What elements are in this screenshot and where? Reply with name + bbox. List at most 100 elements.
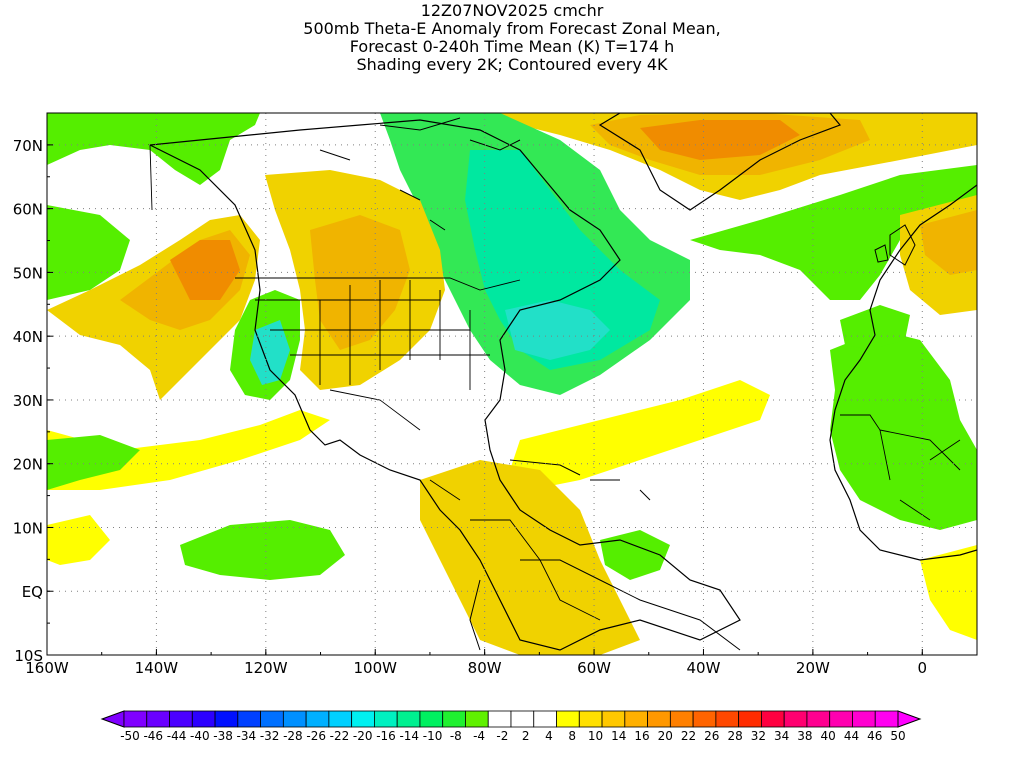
shade-deep-orange-greenland bbox=[640, 120, 800, 160]
colorbar-swatch bbox=[328, 710, 353, 728]
shaded-anomalies bbox=[47, 113, 977, 655]
colorbar-label: -26 bbox=[306, 729, 326, 743]
colorbar-swatch bbox=[396, 710, 421, 728]
colorbar-swatch bbox=[305, 710, 330, 728]
shade-green-arctic-west bbox=[47, 113, 260, 185]
colorbar-label: 26 bbox=[704, 729, 719, 743]
colorbar-label: -10 bbox=[423, 729, 443, 743]
x-tick-label: 0 bbox=[918, 659, 928, 677]
y-tick-label: 60N bbox=[13, 201, 43, 219]
colorbar-swatch bbox=[647, 710, 671, 728]
y-tick-label: 20N bbox=[13, 456, 43, 474]
shade-green-west-africa bbox=[830, 330, 977, 530]
x-tick-label: 60W bbox=[577, 659, 611, 677]
colorbar-swatch bbox=[351, 710, 375, 728]
colorbar-label: -40 bbox=[190, 729, 210, 743]
colorbar-label: 50 bbox=[890, 729, 905, 743]
colorbar-swatch bbox=[556, 710, 580, 728]
map-gridlines bbox=[47, 113, 977, 655]
colorbar-label: -4 bbox=[473, 729, 485, 743]
colorbar-swatch bbox=[738, 710, 762, 728]
shade-yellow-equatorial-pacific bbox=[47, 515, 110, 565]
colorbar-swatch bbox=[191, 710, 216, 728]
colorbar-swatch bbox=[374, 710, 398, 728]
colorbar-swatch bbox=[442, 710, 466, 728]
alaska-border bbox=[149, 144, 153, 211]
british-isles bbox=[874, 224, 916, 266]
colorbar-under-arrow bbox=[100, 710, 125, 728]
colorbar-swatch bbox=[624, 710, 648, 728]
colorbar-label: -22 bbox=[330, 729, 350, 743]
colorbar-swatch bbox=[715, 710, 740, 728]
colorbar-label: 8 bbox=[568, 729, 576, 743]
y-axis: 70N 60N 50N 40N 30N 20N 10N EQ 10S bbox=[13, 112, 53, 665]
colorbar-swatch bbox=[874, 710, 899, 728]
x-tick-label: 80W bbox=[468, 659, 502, 677]
coast-africa-europe bbox=[829, 184, 977, 561]
colorbar-label: 16 bbox=[634, 729, 649, 743]
colorbar-label: -44 bbox=[167, 729, 187, 743]
shade-yellow-tropical-america bbox=[420, 460, 640, 655]
y-tick-label: 70N bbox=[13, 137, 43, 155]
colorbar-label: -28 bbox=[283, 729, 303, 743]
shade-green-iberia bbox=[840, 305, 910, 350]
south-america-coast bbox=[469, 559, 741, 651]
colorbar-swatch bbox=[465, 710, 489, 728]
y-tick-label: 10N bbox=[13, 519, 43, 537]
title-forecast: Forecast 0-240h Time Mean (K) T=174 h bbox=[349, 37, 675, 56]
shade-orange-europe bbox=[920, 210, 977, 275]
shade-green-central-pacific bbox=[180, 520, 345, 580]
x-tick-label: 160W bbox=[25, 659, 69, 677]
x-tick-label: 20W bbox=[796, 659, 830, 677]
map-frame bbox=[46, 112, 978, 656]
colorbar-swatch bbox=[533, 710, 557, 728]
y-tick-label: 40N bbox=[13, 328, 43, 346]
colorbar-swatch bbox=[761, 710, 785, 728]
colorbar-label: -2 bbox=[496, 729, 508, 743]
colorbar-label: -34 bbox=[237, 729, 257, 743]
colorbar-label: -20 bbox=[353, 729, 373, 743]
colorbar-label: 14 bbox=[611, 729, 626, 743]
shade-green-pacific-tropics bbox=[47, 435, 140, 490]
africa-borders bbox=[840, 414, 961, 521]
colorbar-swatch bbox=[669, 710, 694, 728]
colorbar-swatch bbox=[852, 710, 876, 728]
colorbar-label: 32 bbox=[751, 729, 766, 743]
colorbar-swatch bbox=[578, 710, 603, 728]
title-date-model: 12Z07NOV2025 cmchr bbox=[420, 1, 604, 20]
colorbar-label: 40 bbox=[821, 729, 836, 743]
colorbar-swatch bbox=[282, 710, 307, 728]
colorbar: -50 -46 -44 -40 -38 -34 -32 -28 -26 -22 -20 -16 -14-… bbox=[100, 710, 922, 743]
colorbar-label: -8 bbox=[450, 729, 462, 743]
shade-cyan-atlantic bbox=[505, 300, 610, 360]
arctic-islands bbox=[319, 117, 521, 231]
colorbar-swatch bbox=[487, 710, 512, 728]
colorbar-label: -16 bbox=[376, 729, 396, 743]
y-tick-label: EQ bbox=[22, 583, 43, 601]
colorbar-swatch bbox=[260, 710, 284, 728]
colorbar-swatch bbox=[237, 710, 261, 728]
shade-yellow-subtropical-atlantic bbox=[510, 380, 770, 490]
shade-deep-orange-bc bbox=[170, 240, 240, 300]
title-shading-note: Shading every 2K; Contoured every 4K bbox=[356, 55, 668, 74]
x-axis: 160W 140W 120W 100W 80W 60W 40W 20W 0 bbox=[25, 649, 978, 677]
colorbar-label: 34 bbox=[774, 729, 789, 743]
colorbar-swatch bbox=[692, 710, 717, 728]
x-tick-label: 100W bbox=[354, 659, 398, 677]
colorbar-swatch bbox=[806, 710, 831, 728]
colorbar-label: 20 bbox=[658, 729, 673, 743]
colorbar-label: -46 bbox=[143, 729, 163, 743]
shade-green-north-atlantic bbox=[690, 165, 977, 300]
shade-yellow-south-atlantic-east bbox=[920, 545, 977, 640]
y-tick-label: 30N bbox=[13, 392, 43, 410]
coast-north-america bbox=[147, 119, 741, 651]
colorbar-label: -50 bbox=[120, 729, 140, 743]
shade-green-pacific bbox=[47, 205, 130, 300]
colorbar-label: -14 bbox=[399, 729, 419, 743]
colorbar-swatch bbox=[146, 710, 170, 728]
caribbean-islands bbox=[509, 459, 651, 501]
colorbar-label: -38 bbox=[213, 729, 233, 743]
colorbar-swatch bbox=[123, 710, 148, 728]
colorbar-label: 38 bbox=[797, 729, 812, 743]
